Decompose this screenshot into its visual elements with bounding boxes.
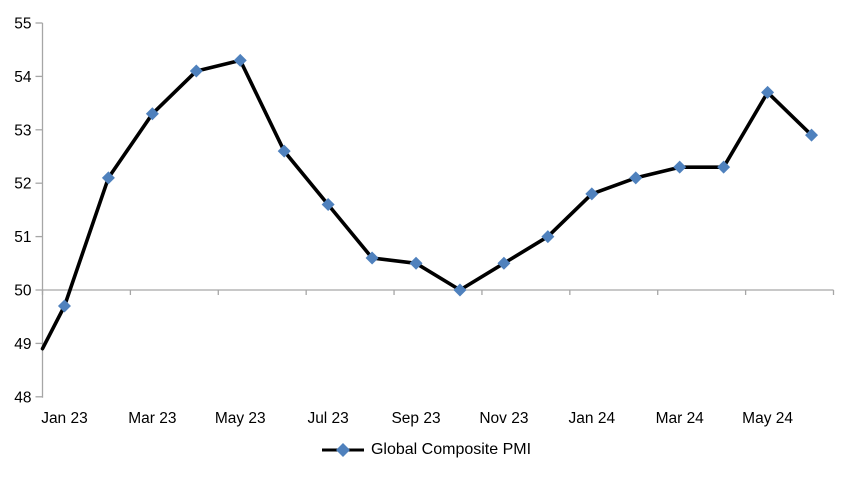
data-point-marker bbox=[805, 128, 819, 142]
x-axis-label: Sep 23 bbox=[391, 410, 440, 427]
x-axis-label: Mar 24 bbox=[656, 410, 705, 427]
legend-label: Global Composite PMI bbox=[370, 441, 532, 458]
x-axis-label: Jul 23 bbox=[307, 410, 348, 427]
x-axis-label: Mar 23 bbox=[128, 410, 176, 427]
legend-diamond-icon bbox=[335, 443, 350, 457]
data-point-marker bbox=[101, 171, 115, 185]
y-axis-label: 55 bbox=[14, 16, 31, 33]
data-point-marker bbox=[761, 85, 775, 99]
x-axis-label: Nov 23 bbox=[479, 410, 528, 427]
y-axis-label: 53 bbox=[14, 122, 31, 139]
data-point-marker bbox=[541, 230, 555, 244]
data-point-marker bbox=[409, 256, 423, 270]
x-axis-label: Jan 23 bbox=[41, 410, 88, 427]
y-axis-label: 54 bbox=[14, 69, 32, 86]
data-point-marker bbox=[717, 160, 731, 174]
y-axis-label: 52 bbox=[14, 176, 31, 193]
data-point-marker bbox=[189, 64, 203, 78]
x-axis-label: May 23 bbox=[215, 410, 266, 427]
y-axis-label: 48 bbox=[14, 389, 31, 406]
data-point-marker bbox=[57, 299, 71, 313]
data-point-marker bbox=[497, 256, 511, 270]
y-axis-label: 51 bbox=[14, 229, 31, 246]
x-axis-label: May 24 bbox=[742, 410, 793, 427]
data-point-marker bbox=[321, 198, 335, 212]
y-axis-label: 50 bbox=[14, 283, 32, 300]
data-point-marker bbox=[145, 107, 159, 121]
x-axis-label: Jan 24 bbox=[569, 410, 616, 427]
data-point-marker bbox=[673, 160, 687, 174]
pmi-series-line bbox=[40, 58, 814, 351]
data-point-marker bbox=[629, 171, 643, 185]
data-point-marker bbox=[453, 283, 467, 297]
data-point-marker bbox=[585, 187, 599, 201]
legend-marker-sample bbox=[321, 443, 364, 457]
data-point-marker bbox=[233, 53, 247, 67]
y-axis-label: 49 bbox=[14, 336, 31, 353]
legend: Global Composite PMI bbox=[0, 441, 852, 459]
data-point-marker bbox=[365, 251, 379, 265]
data-point-marker bbox=[277, 144, 291, 158]
